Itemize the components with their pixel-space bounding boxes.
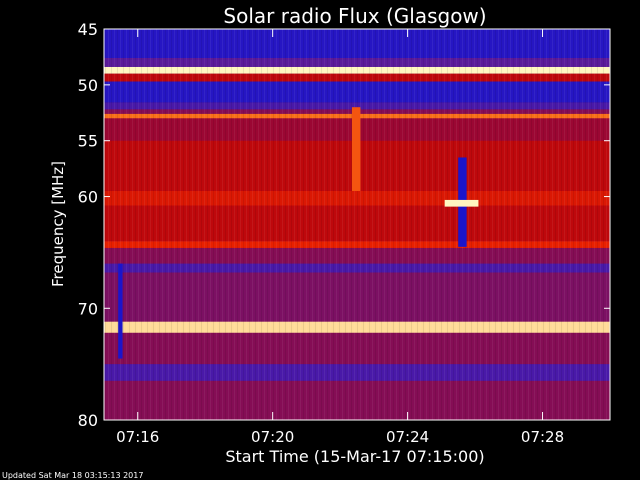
x-tick-label: 07:16 bbox=[116, 428, 159, 446]
plot-area bbox=[103, 28, 611, 421]
y-axis: 45 50 55 60 70 80 bbox=[78, 20, 610, 430]
y-tick-label: 60 bbox=[78, 188, 98, 207]
y-tick-label: 45 bbox=[78, 20, 98, 39]
spectral-feature bbox=[351, 107, 361, 191]
y-axis-label: Frequency [MHz] bbox=[49, 161, 67, 287]
y-tick-label: 55 bbox=[78, 132, 98, 151]
plot-frame bbox=[103, 28, 611, 421]
spectral-feature bbox=[118, 263, 123, 359]
chart-title: Solar radio Flux (Glasgow) bbox=[223, 4, 486, 28]
x-tick-label: 07:20 bbox=[251, 428, 294, 446]
x-axis: 07:16 07:20 07:24 07:28 bbox=[116, 29, 564, 446]
x-tick-label: 07:24 bbox=[386, 428, 429, 446]
spectral-feature bbox=[444, 199, 479, 207]
x-axis-label: Start Time (15-Mar-17 07:15:00) bbox=[225, 447, 484, 466]
y-tick-label: 70 bbox=[78, 299, 98, 318]
y-tick-label: 50 bbox=[78, 76, 98, 95]
y-tick-label: 80 bbox=[78, 411, 98, 430]
updated-timestamp: Updated Sat Mar 18 03:15:13 2017 bbox=[2, 471, 143, 480]
texture-overlay bbox=[104, 29, 610, 420]
x-tick-label: 07:28 bbox=[521, 428, 564, 446]
